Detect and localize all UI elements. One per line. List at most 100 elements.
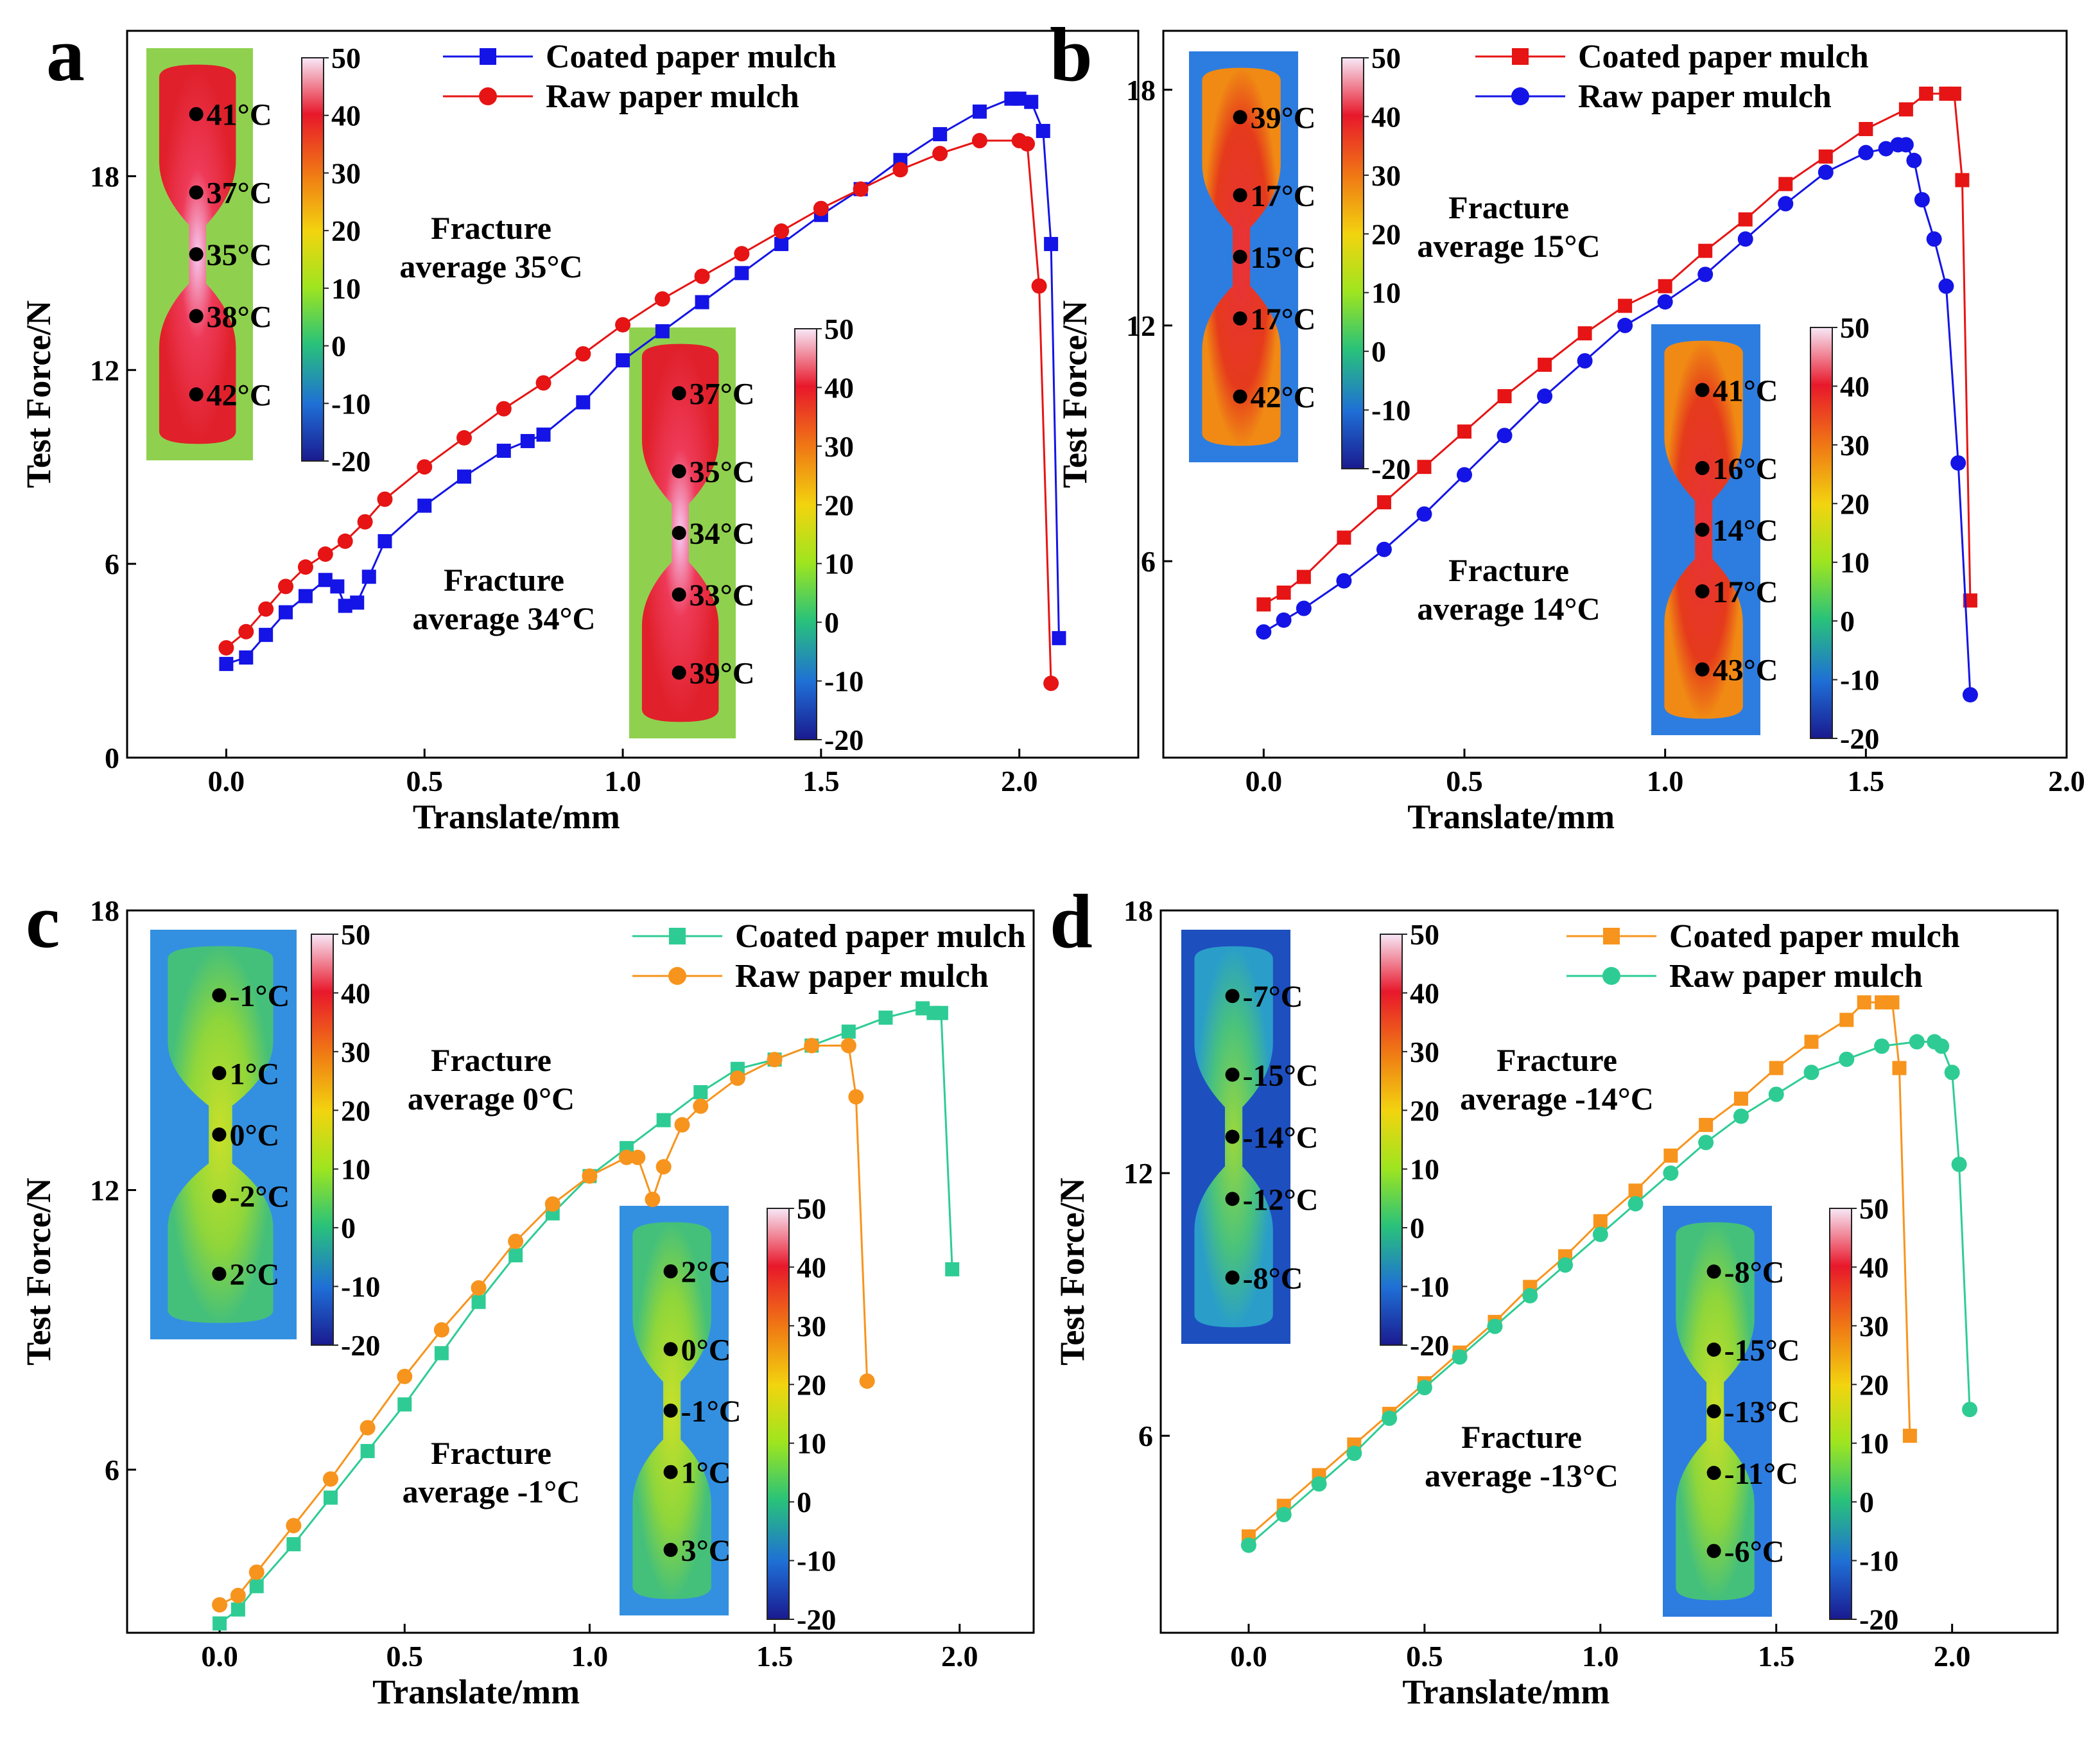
data-point-circle: [1452, 1349, 1468, 1365]
measurement-point: [1225, 989, 1240, 1004]
x-tick-label: 1.5: [1758, 1640, 1795, 1673]
data-point-square: [471, 1294, 486, 1309]
colorbar-tick-label: -20: [1840, 722, 1879, 755]
legend-label: Coated paper mulch: [735, 918, 1026, 955]
series-coated: [219, 91, 1066, 672]
y-tick-label: 6: [105, 548, 119, 580]
x-tick-label: 0.0: [1245, 765, 1283, 797]
colorbar: [1341, 57, 1364, 469]
colorbar-tick-label: -20: [341, 1329, 380, 1362]
data-point-square: [1593, 1214, 1608, 1229]
data-point-circle: [397, 1368, 413, 1384]
data-point-square: [1044, 237, 1059, 252]
temperature-label: 37°C: [207, 177, 272, 211]
data-point-square: [1699, 1118, 1714, 1133]
temperature-label: 41°C: [207, 98, 272, 132]
colorbar: [311, 934, 334, 1346]
fracture-annotation-value: average 14°C: [1417, 591, 1600, 627]
y-tick-label: 12: [90, 1174, 119, 1206]
temperature-label: 0°C: [229, 1118, 279, 1153]
data-point-square: [417, 498, 432, 513]
y-tick-label: 12: [90, 354, 119, 387]
data-point-circle: [1031, 278, 1047, 294]
data-point-circle: [1537, 388, 1553, 405]
data-point-circle: [693, 1098, 709, 1114]
data-point-square: [286, 1537, 301, 1552]
colorbar-tick-label: 0: [1371, 335, 1386, 368]
data-point-square: [1885, 995, 1900, 1010]
data-point-square: [298, 589, 313, 604]
measurement-point: [1225, 1129, 1240, 1144]
data-point-square: [1577, 326, 1592, 341]
measurement-point: [1706, 1544, 1721, 1558]
data-point-circle: [654, 291, 670, 307]
measurement-point: [1706, 1466, 1721, 1480]
colorbar-tick-label: -10: [1840, 664, 1879, 697]
data-point-square: [1376, 495, 1391, 510]
colorbar-tick-label: 50: [1410, 918, 1439, 951]
data-point-square: [1276, 586, 1291, 600]
data-point-circle: [1906, 152, 1922, 168]
data-point-circle: [258, 601, 274, 617]
colorbar-tick-label: 0: [1859, 1486, 1874, 1518]
colorbar-tick-label: -10: [797, 1545, 836, 1578]
data-point-square: [1512, 48, 1529, 65]
temperature-label: -1°C: [229, 979, 290, 1013]
data-point-square: [1012, 91, 1027, 106]
measurement-point: [1233, 110, 1247, 125]
measurement-point: [1225, 1192, 1240, 1206]
data-point-circle: [1733, 1108, 1749, 1124]
measurement-point: [663, 1404, 678, 1418]
data-point-square: [933, 1005, 948, 1020]
data-point-circle: [1416, 1380, 1432, 1396]
colorbar-tick-label: 50: [797, 1192, 826, 1225]
data-point-square: [669, 928, 686, 944]
temperature-label: 33°C: [690, 579, 755, 613]
colorbar-tick-label: 30: [331, 157, 361, 189]
data-point-square: [377, 534, 392, 548]
data-point-circle: [1951, 1156, 1967, 1172]
measurement-point: [1225, 1270, 1240, 1285]
data-point-square: [350, 595, 365, 610]
plot-frame: [126, 909, 1035, 1634]
temperature-label: -1°C: [681, 1395, 742, 1429]
fracture-annotation-title: Fracture: [444, 562, 564, 598]
data-point-square: [734, 266, 749, 281]
fracture-annotation-value: average -13°C: [1425, 1457, 1618, 1493]
data-point-circle: [1698, 1135, 1714, 1151]
colorbar-tick-label: 50: [341, 918, 370, 951]
colorbar-tick-label: -10: [1859, 1545, 1898, 1578]
fracture-annotation-value: average 0°C: [408, 1081, 575, 1117]
series-line: [1263, 143, 1972, 695]
series-raw: [1240, 1034, 1978, 1553]
data-point-square: [1024, 94, 1039, 109]
measurement-point: [189, 185, 204, 200]
data-point-circle: [1457, 467, 1472, 483]
fracture-annotation-title: Fracture: [431, 210, 551, 246]
data-point-circle: [1416, 506, 1432, 522]
data-point-square: [1955, 173, 1970, 187]
temperature-label: 16°C: [1713, 452, 1778, 486]
data-point-square: [330, 579, 345, 594]
data-point-circle: [1296, 600, 1312, 616]
measurement-point: [672, 464, 686, 478]
colorbar-tick-label: 10: [331, 272, 361, 305]
fracture-annotation-value: average 34°C: [412, 600, 595, 636]
data-point-circle: [619, 1149, 635, 1165]
data-point-circle: [238, 623, 254, 639]
temperature-label: -7°C: [1243, 980, 1303, 1014]
measurement-point: [663, 1542, 678, 1557]
data-point-circle: [479, 87, 497, 105]
legend-label: Raw paper mulch: [735, 958, 989, 995]
data-point-square: [434, 1346, 449, 1361]
x-tick-label: 0.0: [201, 1640, 238, 1673]
measurement-point: [1233, 250, 1247, 264]
data-point-circle: [286, 1518, 302, 1534]
colorbar-tick-label: 10: [1410, 1153, 1439, 1186]
temperature-label: 35°C: [207, 238, 272, 272]
colorbar: [1829, 1208, 1852, 1620]
colorbar-tick-label: 20: [1840, 487, 1870, 520]
data-point-square: [1902, 1429, 1917, 1443]
legend-label: Coated paper mulch: [1669, 918, 1960, 955]
colorbar-tick-label: 10: [824, 548, 854, 580]
